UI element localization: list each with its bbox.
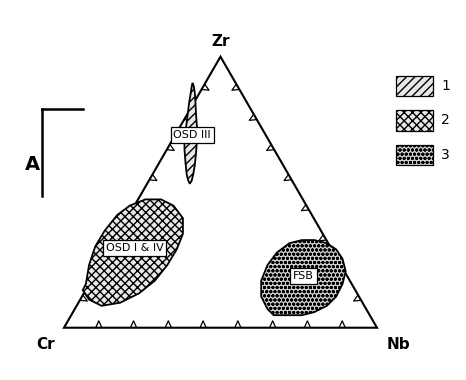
Text: 2: 2 — [441, 113, 450, 127]
Text: FSB: FSB — [293, 271, 314, 281]
Text: 3: 3 — [441, 148, 450, 162]
Text: Zr: Zr — [211, 34, 230, 49]
Text: OSD III: OSD III — [173, 130, 211, 140]
Polygon shape — [261, 240, 346, 315]
Polygon shape — [83, 200, 183, 306]
Text: Nb: Nb — [386, 337, 410, 352]
Text: A: A — [25, 155, 40, 174]
Text: Cr: Cr — [36, 337, 55, 352]
Text: OSD I & IV: OSD I & IV — [105, 243, 163, 253]
Bar — [396, 145, 433, 165]
Bar — [396, 76, 433, 96]
Text: 1: 1 — [441, 79, 450, 93]
Polygon shape — [185, 84, 197, 184]
Bar — [396, 110, 433, 131]
